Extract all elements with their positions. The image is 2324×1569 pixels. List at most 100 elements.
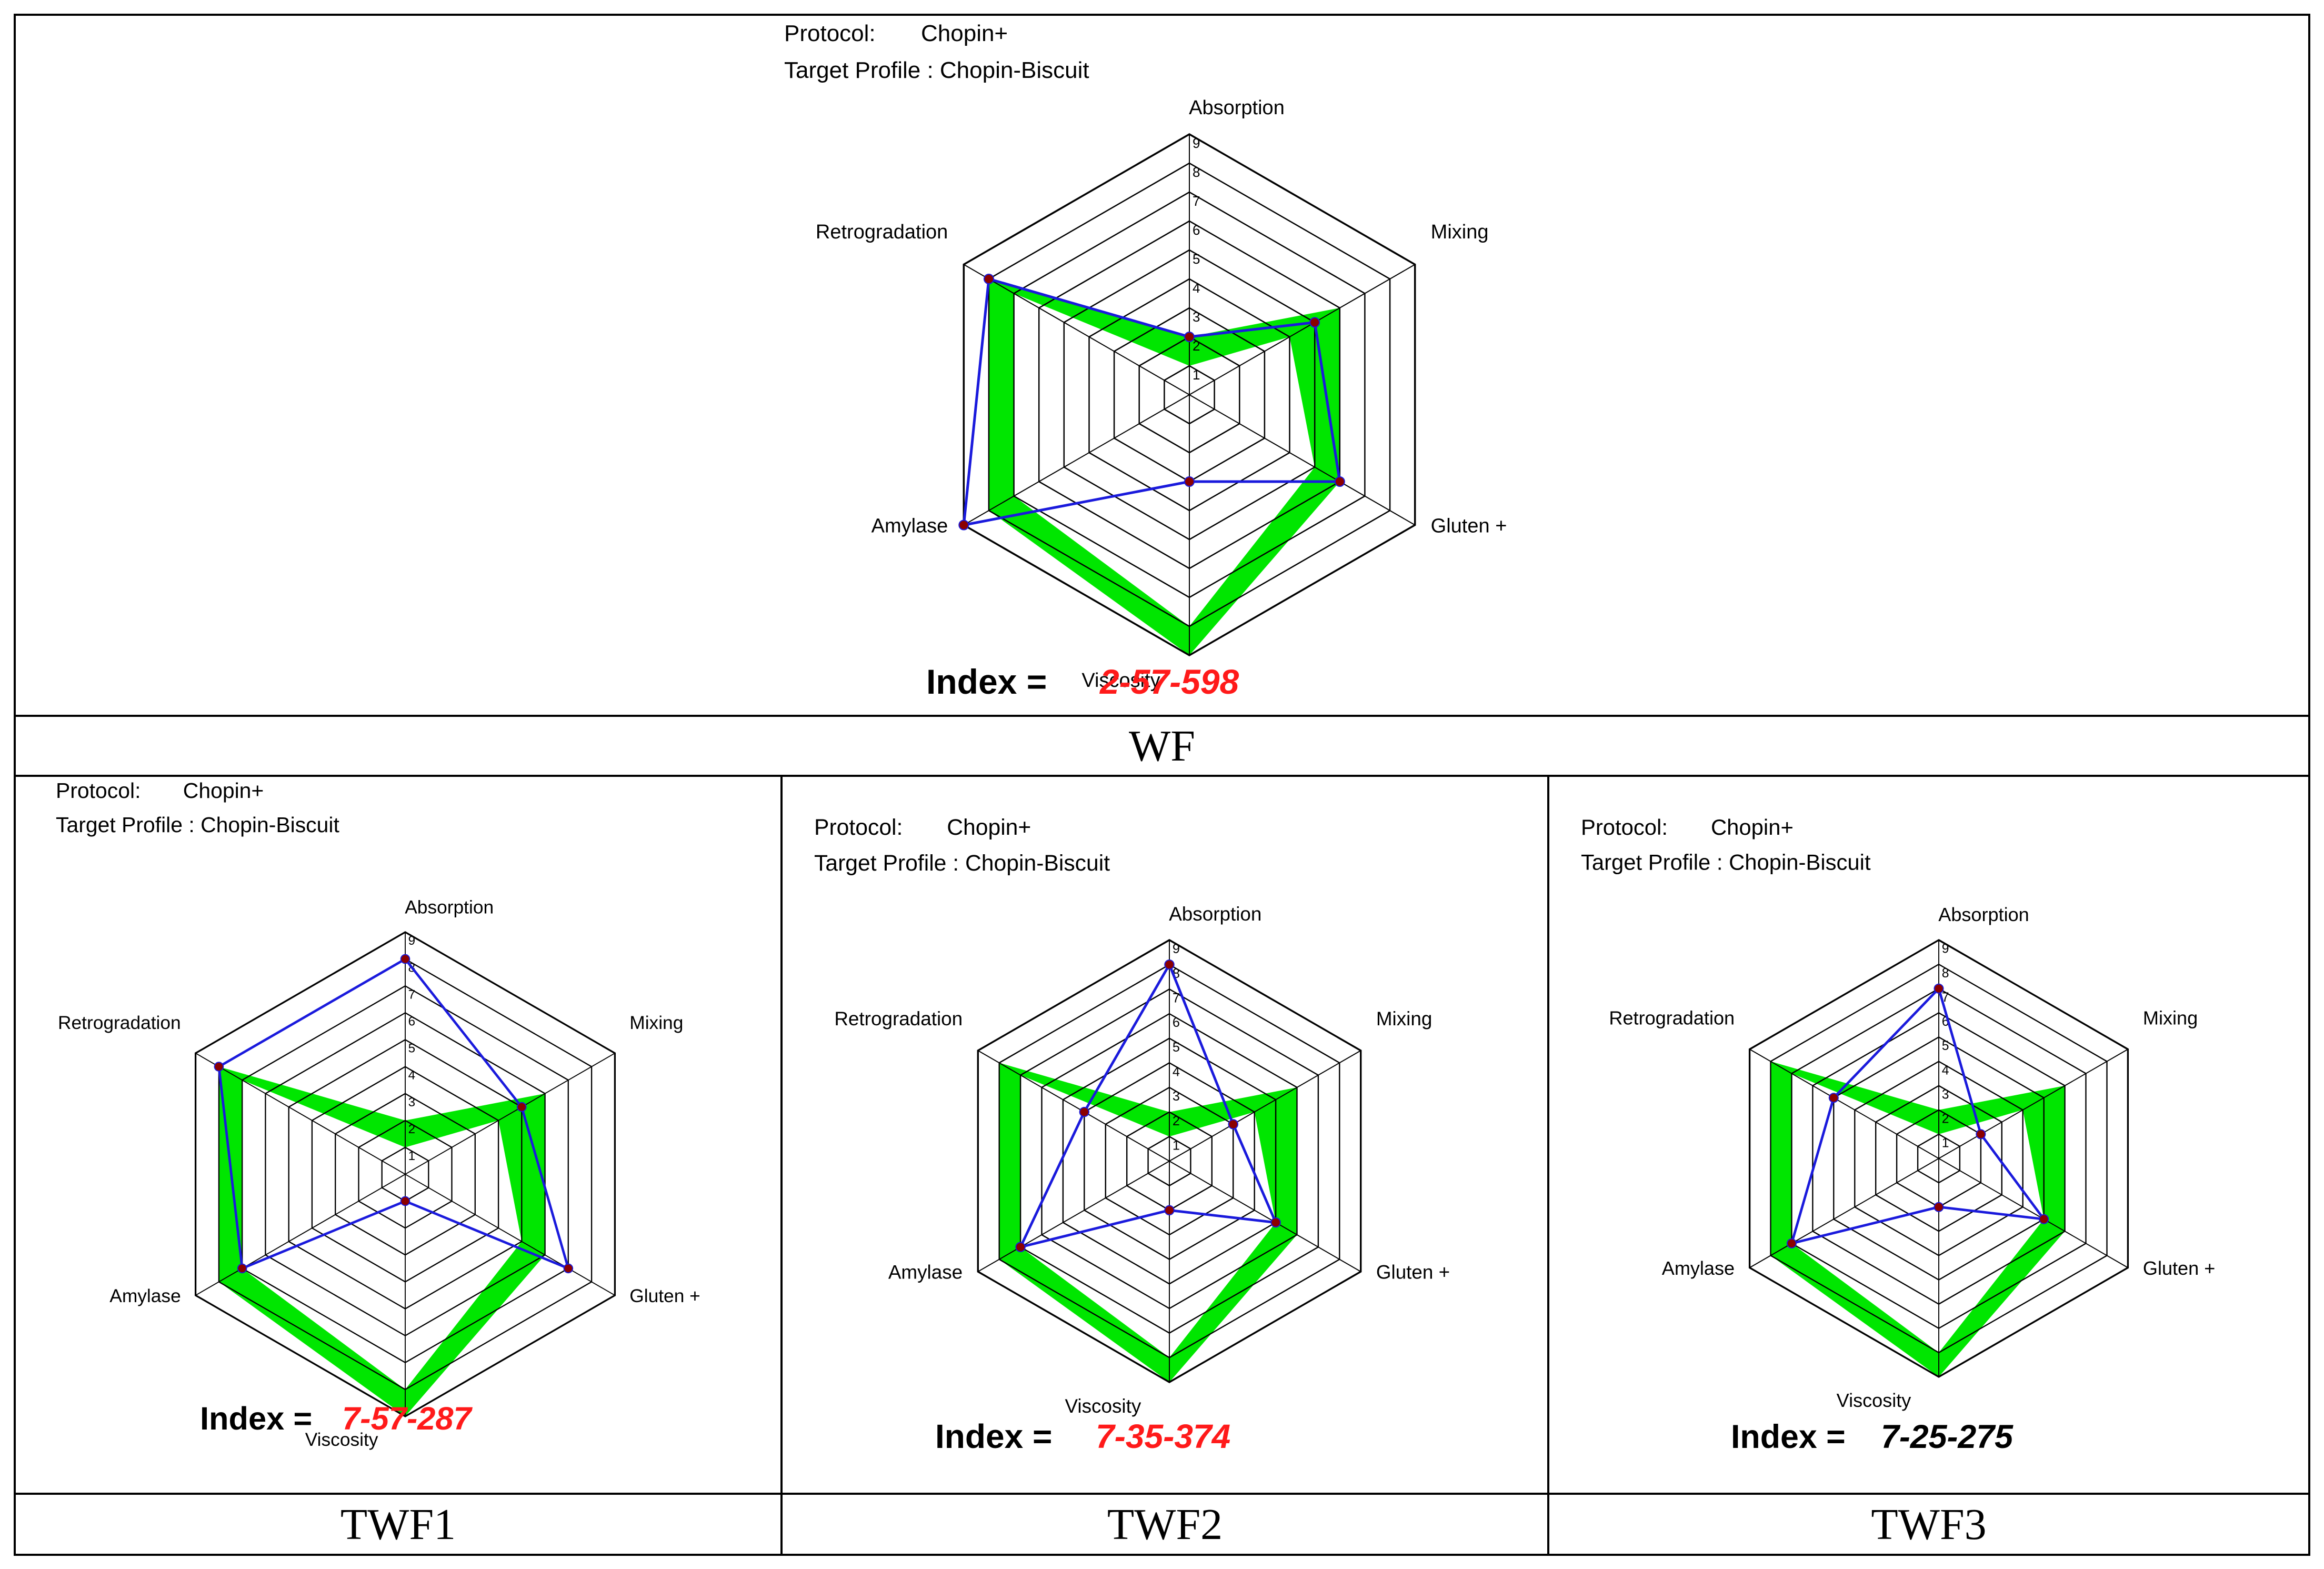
- axis-label-amylase: Amylase: [871, 515, 948, 537]
- axis-label-viscosity: Viscosity: [1837, 1390, 1911, 1411]
- tick-label: 3: [1942, 1087, 1949, 1102]
- axis-label-mixing: Mixing: [629, 1013, 683, 1033]
- tick-label: 5: [1193, 251, 1200, 267]
- chart-cell-twf1: Protocol: Chopin+ Target Profile : Chopin-…: [16, 777, 780, 1493]
- radar-chart-1: Protocol: Chopin+ Target Profile : Chopin-…: [56, 778, 700, 1450]
- tick-label: 5: [1173, 1040, 1180, 1055]
- index-value: 2-57-598: [1099, 662, 1239, 701]
- tick-label: 8: [1942, 966, 1949, 981]
- axis-spoke: [405, 1174, 615, 1296]
- axis-label-absorption: Absorption: [1938, 904, 2029, 925]
- tick-label: 2: [1173, 1114, 1180, 1128]
- data-point-5: [1079, 1106, 1090, 1117]
- data-point-2: [563, 1263, 574, 1274]
- axis-spoke: [1169, 1050, 1361, 1162]
- tick-label: 1: [1942, 1136, 1949, 1151]
- tick-label: 4: [1193, 280, 1200, 296]
- axis-spoke: [1749, 1048, 1939, 1159]
- target-profile-label: Target Profile : Chopin-Biscuit: [56, 813, 339, 837]
- col-divider-2: [1547, 775, 1549, 1554]
- row-divider-3: [16, 1493, 2308, 1495]
- data-point-5: [214, 1062, 224, 1072]
- tick-label: 2: [408, 1122, 415, 1136]
- axis-label-absorption: Absorption: [1169, 903, 1261, 925]
- tick-label: 9: [408, 934, 415, 948]
- protocol-label: Protocol:: [1581, 815, 1668, 840]
- axis-label-retrogradation: Retrogradation: [58, 1013, 181, 1033]
- chart-cell-twf2: Protocol: Chopin+ Target Profile : Chopin-…: [783, 777, 1547, 1493]
- axis-label-absorption: Absorption: [1189, 97, 1285, 119]
- tick-label: 1: [1173, 1138, 1180, 1153]
- axis-label-absorption: Absorption: [405, 897, 494, 918]
- tick-label: 4: [1173, 1065, 1180, 1080]
- tick-label: 6: [408, 1015, 415, 1029]
- sample-profile-line: [962, 277, 1341, 527]
- data-point-4: [958, 519, 969, 531]
- protocol-label: Protocol:: [784, 21, 876, 46]
- axis-spoke: [963, 264, 1190, 395]
- tick-label: 3: [1173, 1089, 1180, 1104]
- tick-label: 7: [408, 987, 415, 1002]
- index-value: 7-35-374: [1096, 1417, 1230, 1455]
- axis-label-amylase: Amylase: [109, 1286, 181, 1306]
- axis-label-viscosity: Viscosity: [305, 1430, 378, 1450]
- axis-label-gluten: Gluten +: [1376, 1262, 1450, 1283]
- caption-twf2: TWF2: [1107, 1500, 1223, 1549]
- index-label: Index =: [926, 662, 1047, 701]
- protocol-label: Protocol:: [56, 778, 141, 803]
- radar-chart-0: Protocol: Chopin+ Target Profile : Chopin-…: [784, 21, 1507, 701]
- data-point-0: [1164, 959, 1175, 970]
- axis-spoke: [1749, 1158, 1939, 1268]
- axis-spoke: [963, 394, 1190, 526]
- figure-table: Protocol: Chopin+ Target Profile : Chopin-…: [14, 14, 2310, 1556]
- tick-label: 1: [1193, 367, 1200, 383]
- tick-label: 5: [408, 1042, 415, 1056]
- data-point-0: [400, 954, 410, 964]
- tick-label: 9: [1193, 135, 1200, 151]
- data-point-2: [1334, 476, 1345, 487]
- protocol-value: Chopin+: [947, 815, 1031, 840]
- tick-label: 7: [1173, 991, 1180, 1006]
- axis-label-gluten: Gluten +: [629, 1286, 700, 1306]
- index-value: 7-25-275: [1881, 1418, 2014, 1455]
- axis-spoke: [405, 1053, 615, 1175]
- index-label: Index =: [1731, 1418, 1846, 1455]
- row-divider-2: [16, 775, 2308, 777]
- caption-twf3: TWF3: [1871, 1500, 1987, 1549]
- axis-label-gluten: Gluten +: [2143, 1257, 2215, 1279]
- axis-label-mixing: Mixing: [1376, 1008, 1433, 1030]
- protocol-value: Chopin+: [921, 21, 1008, 46]
- tick-label: 3: [408, 1095, 415, 1110]
- tick-label: 6: [1173, 1015, 1180, 1030]
- axis-spoke: [195, 1053, 406, 1175]
- axis-label-amylase: Amylase: [888, 1262, 963, 1283]
- tick-label: 4: [1942, 1063, 1949, 1077]
- data-point-5: [1828, 1093, 1839, 1103]
- data-point-4: [237, 1263, 247, 1274]
- radar-chart-2: Protocol: Chopin+ Target Profile : Chopin-…: [814, 815, 1450, 1455]
- radar-chart-3: Protocol: Chopin+ Target Profile : Chopin-…: [1581, 815, 2215, 1455]
- data-point-0: [1934, 983, 1944, 994]
- axis-spoke: [195, 1174, 406, 1296]
- axis-spoke: [1189, 264, 1416, 395]
- data-point-5: [983, 274, 994, 284]
- index-value: 7-57-287: [342, 1401, 473, 1437]
- data-point-4: [1786, 1238, 1797, 1248]
- axis-spoke: [1169, 1161, 1361, 1272]
- tick-label: 9: [1173, 942, 1180, 956]
- protocol-label: Protocol:: [814, 815, 903, 840]
- data-point-2: [1270, 1217, 1281, 1228]
- chart-cell-wf: Protocol: Chopin+ Target Profile : Chopin-…: [16, 16, 2308, 715]
- tick-label: 5: [1942, 1039, 1949, 1053]
- data-point-2: [2039, 1214, 2049, 1224]
- caption-twf1: TWF1: [340, 1500, 456, 1549]
- axis-label-retrogradation: Retrogradation: [1609, 1007, 1735, 1028]
- tick-label: 9: [1942, 942, 1949, 956]
- axis-spoke: [1189, 394, 1416, 526]
- caption-wf: WF: [1129, 721, 1195, 771]
- axis-label-viscosity: Viscosity: [1081, 669, 1160, 692]
- axis-label-retrogradation: Retrogradation: [816, 221, 948, 243]
- axis-label-mixing: Mixing: [2143, 1007, 2198, 1028]
- data-point-1: [1309, 317, 1320, 328]
- axis-spoke: [1938, 1158, 2128, 1268]
